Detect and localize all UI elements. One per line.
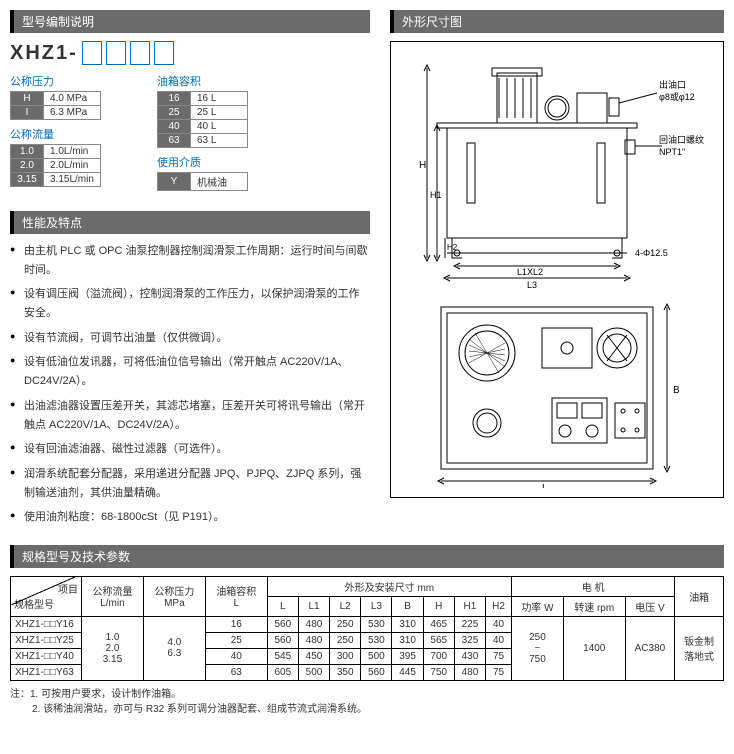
param-medium: 使用介质 Y机械油 — [157, 154, 248, 191]
pressure-label: 公称压力 — [10, 73, 101, 89]
th-flow: 公称流量 L/min — [82, 576, 144, 616]
code-box-1 — [82, 41, 102, 65]
header-spec: 规格型号及技术参数 — [10, 545, 724, 568]
tank-label: 油箱容积 — [157, 73, 248, 89]
lbl-return: 回油口螺纹 — [659, 134, 704, 145]
spec-table: 项目 规格型号 公称流量 L/min 公称压力 MPa 油箱容积 L 外形及安装… — [10, 576, 724, 681]
dim-L: L — [542, 483, 548, 488]
feature-item: 润滑系统配套分配器，采用递进分配器 JPQ、PJPQ、ZJPQ 系列，强制输送油… — [10, 465, 370, 502]
lbl-return-size: NPT1" — [659, 147, 685, 157]
th-tank: 油箱容积 L — [205, 576, 267, 616]
dim-L3: L3 — [527, 280, 537, 290]
dim-holes: 4-Φ12.5 — [635, 248, 668, 258]
medium-label: 使用介质 — [157, 154, 248, 170]
code-box-4 — [154, 41, 174, 65]
dim-H: H — [419, 160, 426, 171]
diagram-svg: H H1 H2 L1XL2 L3 4-Φ12.5 出油口 φ8或φ12 回油口螺… — [397, 48, 717, 488]
th-model: 规格型号 — [14, 596, 78, 611]
notes: 注：1. 可按用户要求，设计制作油箱。 2. 该稀油润滑站，亦可与 R32 系列… — [10, 685, 724, 715]
code-box-3 — [130, 41, 150, 65]
th-motor-group: 电 机 — [512, 576, 675, 596]
th-pressure: 公称压力 MPa — [143, 576, 205, 616]
th-dims-group: 外形及安装尺寸 mm — [267, 576, 511, 596]
lbl-outlet: 出油口 — [659, 79, 686, 90]
feature-item: 设有低油位发讯器，可将低油位信号输出（常开触点 AC220V/1A、DC24V/… — [10, 353, 370, 390]
dim-H1: H1 — [430, 190, 442, 200]
th-items: 项目 — [14, 581, 78, 596]
tank-table: 1616 L 2525 L 4040 L 6363 L — [157, 91, 248, 148]
dim-H2: H2 — [447, 243, 458, 252]
lbl-outlet-size: φ8或φ12 — [659, 91, 695, 102]
model-code-line: XHZ1- — [10, 41, 370, 65]
feature-item: 设有节流阀，可调节出油量（仅供微调）。 — [10, 329, 370, 348]
param-tank: 油箱容积 1616 L 2525 L 4040 L 6363 L — [157, 73, 248, 148]
header-dimension: 外形尺寸图 — [390, 10, 724, 33]
medium-table: Y机械油 — [157, 172, 248, 191]
dim-L1L2: L1XL2 — [517, 267, 543, 277]
note-2: 2. 该稀油润滑站，亦可与 R32 系列可调分油器配套、组成节流式润滑系统。 — [10, 700, 724, 715]
note-1: 注：1. 可按用户要求，设计制作油箱。 — [10, 685, 724, 700]
param-pressure: 公称压力 H4.0 MPa I6.3 MPa — [10, 73, 101, 120]
feature-item: 使用油剂粘度：68-1800cSt（见 P191）。 — [10, 508, 370, 527]
flow-table: 1.01.0L/min 2.02.0L/min 3.153.15L/min — [10, 144, 101, 187]
header-model-desc: 型号编制说明 — [10, 10, 370, 33]
flow-label: 公称流量 — [10, 126, 101, 142]
code-box-2 — [106, 41, 126, 65]
feature-item: 由主机 PLC 或 OPC 油泵控制器控制润滑泵工作周期：运行时间与间歇时间。 — [10, 242, 370, 279]
feature-item: 出油滤油器设置压差开关，其滤芯堵塞，压差开关可将讯号输出（常开触点 AC220V… — [10, 397, 370, 434]
model-prefix: XHZ1- — [10, 42, 78, 65]
feature-list: 由主机 PLC 或 OPC 油泵控制器控制润滑泵工作周期：运行时间与间歇时间。 … — [10, 242, 370, 527]
header-features: 性能及特点 — [10, 211, 370, 234]
dimension-diagram: H H1 H2 L1XL2 L3 4-Φ12.5 出油口 φ8或φ12 回油口螺… — [390, 41, 724, 498]
feature-item: 设有回油滤油器、磁性过滤器（可选件）。 — [10, 440, 370, 459]
dim-B: B — [673, 385, 680, 396]
feature-item: 设有调压阀（溢流阀），控制润滑泵的工作压力，以保护润滑泵的工作安全。 — [10, 285, 370, 322]
pressure-table: H4.0 MPa I6.3 MPa — [10, 91, 101, 120]
th-tanktype: 油箱 — [675, 576, 724, 616]
param-flow: 公称流量 1.01.0L/min 2.02.0L/min 3.153.15L/m… — [10, 126, 101, 187]
